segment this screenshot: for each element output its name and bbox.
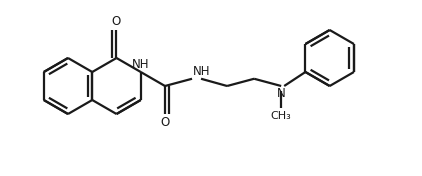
Text: NH: NH	[132, 58, 149, 71]
Text: NH: NH	[193, 65, 211, 78]
Text: CH₃: CH₃	[271, 111, 292, 121]
Text: N: N	[277, 87, 286, 100]
Text: O: O	[160, 116, 170, 129]
Text: O: O	[112, 15, 121, 28]
